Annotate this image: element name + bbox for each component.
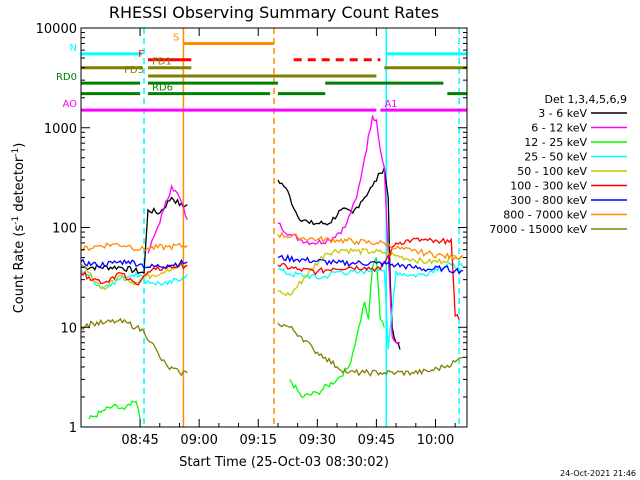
y-tick-label-1: 10 <box>60 321 77 336</box>
series-line-3 <box>80 261 464 350</box>
flag-label-7: AO <box>62 99 77 110</box>
flag-label-6: RD6 <box>152 83 173 94</box>
data-series <box>80 114 464 420</box>
axes: 08:45 09:00 09:15 09:30 09:45 10:00 1 10 100 1000… <box>36 22 467 448</box>
x-tick-label-0: 08:45 <box>121 433 158 448</box>
x-tick-label-1: 09:00 <box>180 433 217 448</box>
flag-label-0: N <box>70 43 77 54</box>
legend-label-6: 300 - 800 keV <box>510 194 587 207</box>
legend-label-7: 800 - 7000 keV <box>503 209 587 222</box>
legend-label-1: 6 - 12 keV <box>531 122 587 135</box>
legend-label-2: 12 - 25 keV <box>524 136 587 149</box>
y-axis-label-mid: detector <box>12 156 27 216</box>
series-line-4 <box>80 247 464 297</box>
vertical-markers <box>143 28 460 427</box>
flag-label-5: RD0 <box>56 72 77 83</box>
legend-label-5: 100 - 300 keV <box>510 180 587 193</box>
y-tick-label-0: 1 <box>69 421 77 436</box>
x-tick-label-5: 10:00 <box>417 433 454 448</box>
series-line-1 <box>147 114 401 344</box>
footer-timestamp: 24-Oct-2021 21:46 <box>560 469 636 478</box>
y-axis-label-exp2: -1 <box>11 148 21 157</box>
flag-label-3: FD1 <box>152 57 172 68</box>
flag-label-8: A1 <box>384 99 397 110</box>
series-line-8 <box>80 317 464 377</box>
series-line-5 <box>80 237 460 320</box>
y-axis-label: Count Rate (s-1 detector-1) <box>11 143 27 314</box>
orbit-flags: N S F FD1 FD3 RD0 RD6 AO A1 <box>56 32 467 112</box>
flag-label-2: F <box>138 49 144 60</box>
y-axis-label-main: Count Rate (s <box>12 225 27 314</box>
series-line-2 <box>88 257 385 420</box>
series-line-6 <box>80 253 464 275</box>
legend-label-4: 50 - 100 keV <box>517 165 587 178</box>
x-tick-label-4: 09:45 <box>358 433 395 448</box>
y-tick-label-2: 100 <box>52 222 77 237</box>
y-tick-label-3: 1000 <box>44 122 77 137</box>
legend-label-3: 25 - 50 keV <box>524 151 587 164</box>
y-axis-label-exp1: -1 <box>11 216 21 225</box>
chart-title: RHESSI Observing Summary Count Rates <box>109 3 439 22</box>
flag-label-1: S <box>173 32 179 43</box>
x-axis-label: Start Time (25-Oct-03 08:30:02) <box>179 455 389 470</box>
series-line-7 <box>80 231 464 262</box>
x-tick-label-3: 09:30 <box>299 433 336 448</box>
legend-label-8: 7000 - 15000 keV <box>489 223 587 236</box>
x-tick-label-2: 09:15 <box>240 433 277 448</box>
y-tick-label-4: 10000 <box>36 22 77 37</box>
plot-frame <box>80 27 468 428</box>
legend-title: Det 1,3,4,5,6,9 <box>544 93 627 106</box>
flag-label-4: FD3 <box>124 65 144 76</box>
legend-label-0: 3 - 6 keV <box>538 107 587 120</box>
y-axis-label-end: ) <box>12 143 27 148</box>
